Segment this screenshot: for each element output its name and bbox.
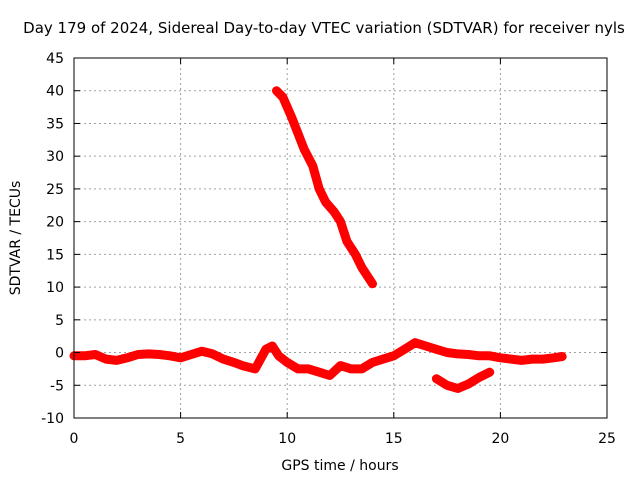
data-point <box>261 345 270 354</box>
x-tick-label: 25 <box>598 431 616 447</box>
data-point <box>268 342 277 350</box>
data-point <box>229 358 238 367</box>
data-point <box>330 207 339 216</box>
data-point <box>274 351 283 360</box>
y-tick-label: 10 <box>46 280 64 296</box>
x-axis-label: GPS time / hours <box>281 458 398 474</box>
x-tick-label: 20 <box>491 431 509 447</box>
data-point <box>283 358 292 367</box>
y-tick-label: 35 <box>46 116 64 132</box>
y-tick-label: 30 <box>46 149 64 165</box>
data-point <box>368 358 377 367</box>
data-point <box>351 250 360 259</box>
x-tick-label: 0 <box>70 431 79 447</box>
data-point <box>197 347 206 356</box>
data-point <box>485 351 494 360</box>
data-point <box>325 371 334 380</box>
data-point <box>517 356 526 365</box>
data-point <box>91 350 100 359</box>
data-point <box>336 217 345 226</box>
data-point <box>357 263 366 272</box>
y-tick-label: 20 <box>46 215 64 231</box>
data-point <box>539 355 548 364</box>
data-point <box>304 364 313 373</box>
data-point <box>293 129 302 138</box>
data-point <box>389 351 398 360</box>
data-point <box>101 355 110 364</box>
data-point <box>155 350 164 359</box>
data-point <box>558 352 567 361</box>
data-point <box>443 348 452 357</box>
y-tick-label: 5 <box>55 313 64 329</box>
data-point <box>208 349 217 358</box>
data-point <box>464 350 473 359</box>
series-layer <box>69 86 567 393</box>
data-point <box>112 356 121 365</box>
y-tick-label: 15 <box>46 247 64 263</box>
data-point <box>485 368 494 377</box>
data-point <box>421 342 430 350</box>
data-point <box>432 374 441 383</box>
data-point <box>315 368 324 377</box>
data-point <box>308 162 317 170</box>
y-tick-label: -10 <box>41 411 64 427</box>
data-point <box>379 355 388 364</box>
data-point <box>342 237 351 246</box>
data-point <box>165 351 174 360</box>
data-point <box>219 355 228 364</box>
tick-layer: 0 5 10 15 20 25 -10 -5 0 5 10 15 20 25 30 35 40 45 <box>41 51 616 447</box>
data-point <box>187 350 196 359</box>
data-point <box>496 353 505 362</box>
data-point <box>144 349 153 358</box>
x-tick-label: 5 <box>176 431 185 447</box>
data-point <box>453 349 462 358</box>
y-tick-label: 40 <box>46 84 64 100</box>
x-tick-label: 10 <box>278 431 296 447</box>
data-point <box>123 353 132 362</box>
y-tick-label: 45 <box>46 51 64 67</box>
y-axis-label: SDTVAR / TECUs <box>8 181 24 296</box>
data-point <box>475 351 484 360</box>
data-point <box>315 184 324 193</box>
data-point <box>347 364 356 373</box>
data-point <box>432 345 441 354</box>
data-point <box>443 381 452 390</box>
y-tick-label: -5 <box>50 378 64 394</box>
data-point <box>336 361 345 370</box>
data-point <box>238 361 247 370</box>
data-point <box>453 384 462 393</box>
data-point <box>411 338 420 347</box>
chart-title: Day 179 of 2024, Sidereal Day-to-day VTE… <box>23 19 625 37</box>
y-tick-label: 0 <box>55 346 64 362</box>
data-point <box>272 86 281 95</box>
series-track-high <box>272 86 377 289</box>
data-point <box>357 364 366 373</box>
data-point <box>176 353 185 362</box>
data-point <box>133 350 142 359</box>
data-point <box>287 112 296 121</box>
plot-frame <box>73 57 608 419</box>
data-point <box>549 353 558 362</box>
x-tick-label: 15 <box>385 431 403 447</box>
data-point <box>368 279 377 288</box>
y-tick-label: 25 <box>46 182 64 198</box>
data-point <box>528 355 537 364</box>
data-point <box>80 351 89 360</box>
data-point <box>400 345 409 354</box>
data-point <box>464 379 473 388</box>
data-point <box>321 198 330 206</box>
data-point <box>507 355 516 364</box>
data-point <box>475 373 484 382</box>
data-point <box>300 145 309 154</box>
data-point <box>278 93 287 102</box>
data-point <box>293 364 302 373</box>
data-point <box>251 364 260 373</box>
